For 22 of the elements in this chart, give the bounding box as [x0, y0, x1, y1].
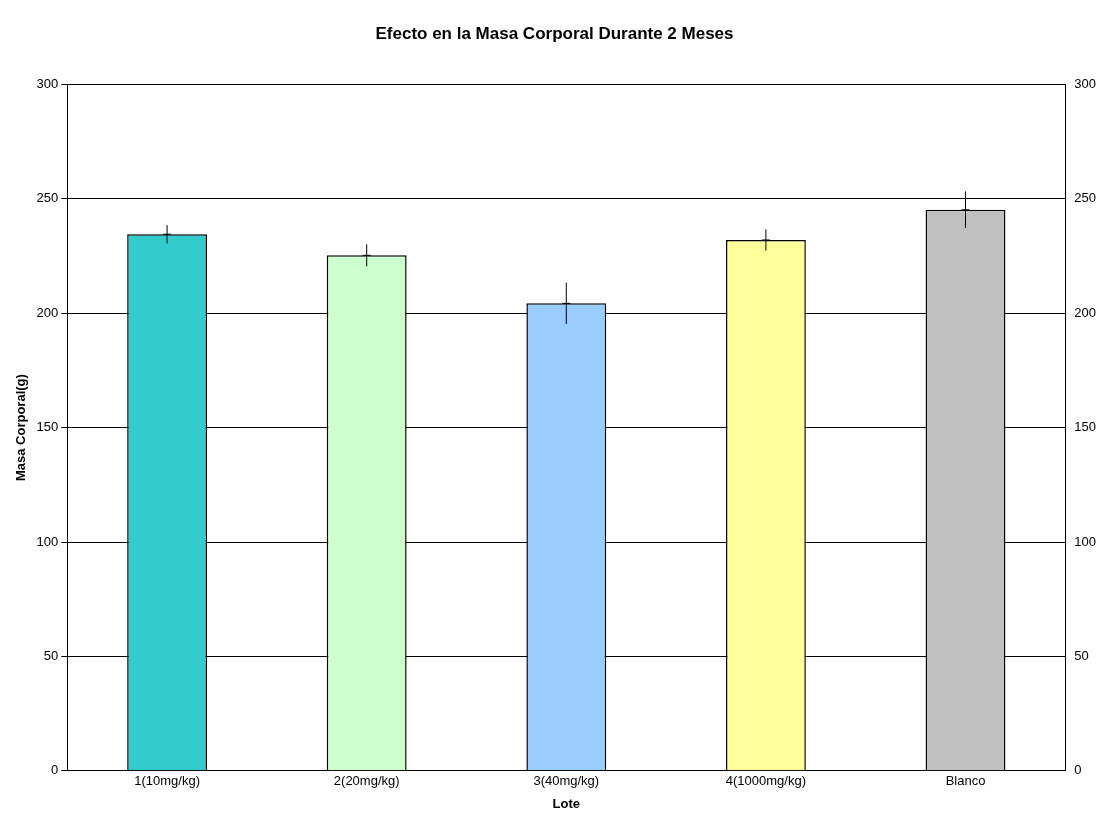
y-axis-title: Masa Corporal(g) [13, 374, 29, 482]
y-tick-label: 250 [36, 190, 59, 206]
y-tick-label: 300 [36, 75, 59, 91]
x-tick-label: 1(10mg/kg) [134, 773, 200, 789]
x-axis-title: Lote [552, 795, 581, 811]
x-tick-label: Blanco [945, 773, 986, 789]
y2-tick-label: 200 [1074, 304, 1097, 320]
y-tick-label: 0 [51, 762, 59, 778]
y-tick-label: 50 [43, 647, 59, 663]
x-tick-label: 4(1000mg/kg) [725, 773, 807, 789]
y2-tick-label: 0 [1074, 762, 1082, 778]
y2-tick-label: 150 [1074, 419, 1097, 435]
y2-tick-label: 300 [1074, 75, 1097, 91]
y2-tick-label: 250 [1074, 190, 1097, 206]
chart-title: Efecto en la Masa Corporal Durante 2 Meses [375, 23, 734, 43]
y2-tick-label: 50 [1074, 647, 1089, 663]
y2-tick-label: 100 [1074, 533, 1097, 549]
y-tick-label: 200 [36, 304, 59, 320]
y-tick-label: 150 [36, 419, 59, 435]
y-tick-label: 100 [36, 533, 59, 549]
x-tick-label: 2(20mg/kg) [333, 773, 400, 789]
x-tick-label: 3(40mg/kg) [533, 773, 600, 789]
